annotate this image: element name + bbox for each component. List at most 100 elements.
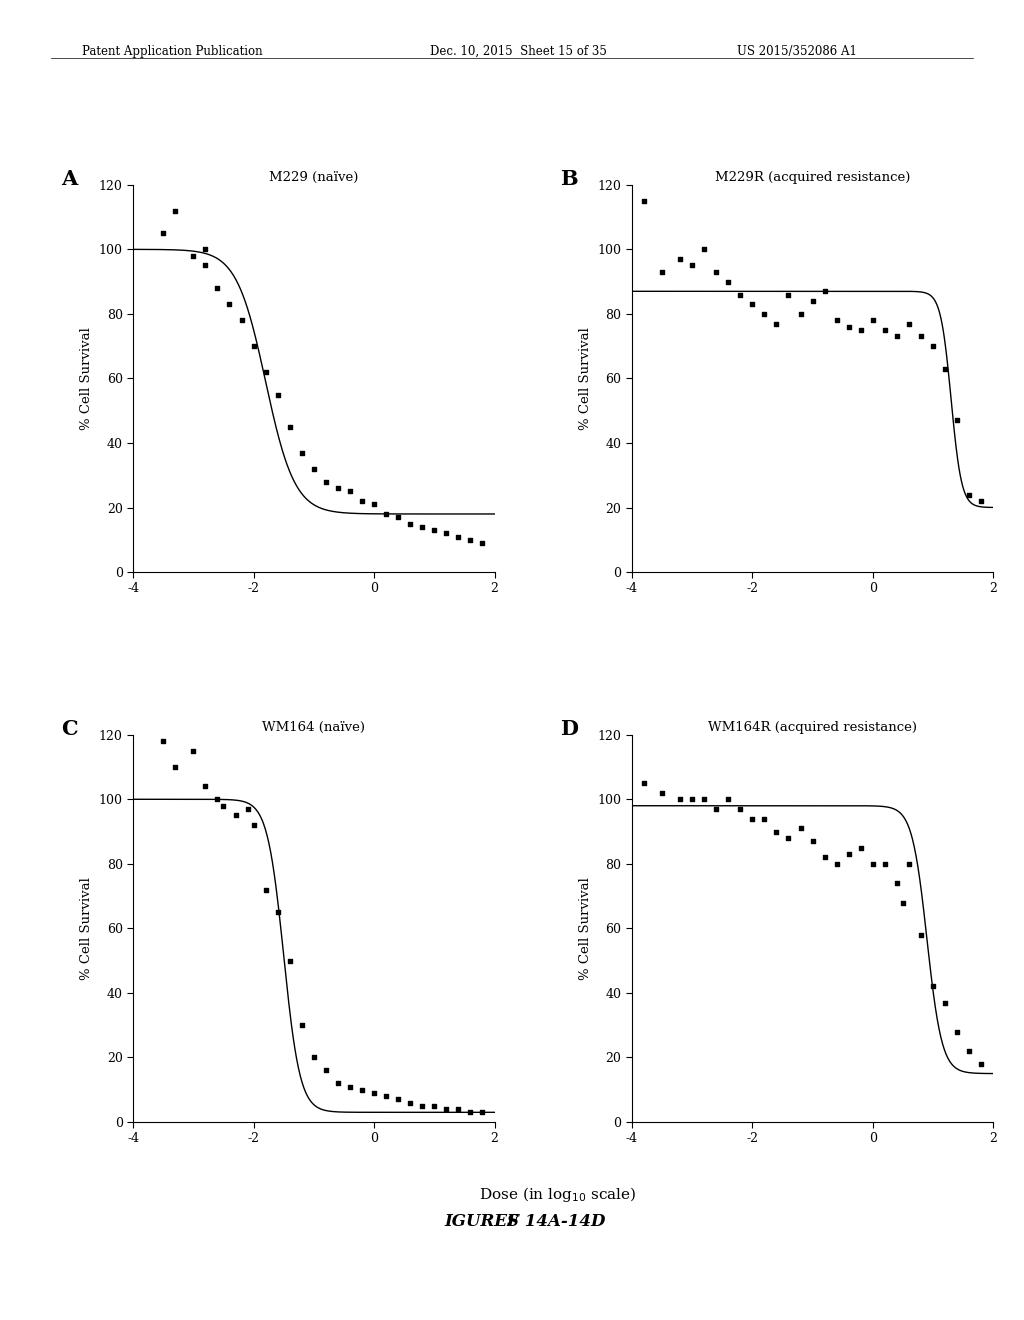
Point [167,201,183,222]
Point [841,317,857,338]
Point [167,756,183,777]
Point [912,924,929,945]
Point [402,513,419,535]
Point [816,281,833,302]
Point [653,261,670,282]
Point [426,1096,442,1117]
Point [768,313,784,334]
Point [732,284,749,305]
Point [816,847,833,869]
Point [246,335,262,356]
Point [462,529,478,550]
Point [198,239,214,260]
Y-axis label: % Cell Survival: % Cell Survival [579,876,592,979]
Text: A: A [60,169,77,189]
Point [744,293,761,314]
Point [853,837,869,858]
Point [973,1053,989,1074]
Text: Dose (in log$_{10}$ scale): Dose (in log$_{10}$ scale) [479,1185,637,1204]
Point [438,1098,455,1119]
Point [185,246,202,267]
Text: D: D [559,719,578,739]
Point [294,442,310,463]
Text: F: F [506,1213,518,1229]
Point [841,843,857,865]
Point [215,795,231,816]
Y-axis label: % Cell Survival: % Cell Survival [579,327,592,430]
Point [636,190,652,211]
Point [378,503,394,524]
Point [451,525,467,546]
Point [342,1076,358,1097]
Point [877,853,893,874]
Point [426,520,442,541]
Point [684,789,700,810]
Point [696,239,713,260]
Point [402,1092,419,1113]
Y-axis label: % Cell Survival: % Cell Survival [80,327,93,430]
Point [828,853,845,874]
Point [653,783,670,804]
Title: M229 (naïve): M229 (naïve) [269,170,358,183]
Point [414,516,430,537]
Point [414,1096,430,1117]
Text: C: C [60,719,78,739]
Point [474,1102,490,1123]
Point [756,808,772,829]
Point [330,478,346,499]
Point [937,358,953,379]
Point [864,310,881,331]
Point [317,471,334,492]
Point [330,1073,346,1094]
Point [354,1080,371,1101]
Point [901,853,918,874]
Point [305,1047,322,1068]
Point [708,261,724,282]
Title: WM164R (acquired resistance): WM164R (acquired resistance) [708,721,918,734]
Point [294,1015,310,1036]
Point [246,814,262,836]
Point [853,319,869,341]
Point [269,384,286,405]
Point [780,828,797,849]
Point [451,1098,467,1119]
Point [672,248,688,269]
Text: US 2015/352086 A1: US 2015/352086 A1 [737,45,857,58]
Point [805,830,821,851]
Point [240,799,256,820]
Point [973,491,989,512]
Point [696,789,713,810]
Point [889,326,905,347]
Point [282,416,298,437]
Point [828,310,845,331]
Point [744,808,761,829]
Point [198,776,214,797]
Point [209,277,225,298]
Point [378,1085,394,1106]
Point [390,507,407,528]
Text: Dec. 10, 2015  Sheet 15 of 35: Dec. 10, 2015 Sheet 15 of 35 [430,45,607,58]
Point [317,1060,334,1081]
Point [672,789,688,810]
Point [185,741,202,762]
Point [462,1102,478,1123]
Point [305,458,322,479]
Point [949,1022,966,1043]
Point [233,310,250,331]
Point [925,975,941,997]
Point [474,532,490,553]
Point [198,255,214,276]
Point [342,480,358,502]
Point [949,409,966,430]
Point [895,892,911,913]
Point [768,821,784,842]
Point [366,494,382,515]
Point [684,255,700,276]
Point [221,293,238,314]
Point [793,304,809,325]
Point [257,879,273,900]
Point [227,805,244,826]
Point [877,319,893,341]
Point [901,313,918,334]
Point [912,326,929,347]
